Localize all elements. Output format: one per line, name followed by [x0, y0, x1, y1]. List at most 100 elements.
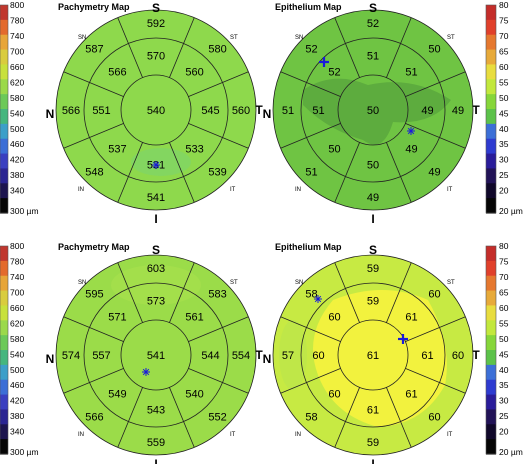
asterisk-marker-icon [152, 161, 160, 169]
scale-unit-label: 20 µm [499, 206, 523, 216]
outer-sector-st: 583 [208, 288, 226, 300]
zone-label-sn: SN [78, 35, 86, 41]
scale-tick-label: 40 [499, 124, 509, 134]
outer-sector-in: 58 [305, 412, 317, 424]
inner-sector-in: 60 [328, 389, 340, 401]
scale-color-band [0, 94, 8, 110]
scale-tick-label: 40 [499, 365, 509, 375]
scale-tick-label: 55 [499, 77, 509, 87]
inner-sector-s: 573 [147, 296, 165, 308]
scale-color-band [486, 364, 496, 381]
outer-sector-i: 559 [147, 437, 165, 449]
scale-color-band [486, 5, 496, 21]
scale-color-band [0, 109, 8, 125]
orientation-inferior: I [154, 212, 157, 226]
sector-divider [405, 71, 466, 97]
scale-color-band [0, 123, 8, 140]
scale-color-band [0, 260, 8, 277]
scale-tick-label: 620 [10, 77, 24, 87]
scale-color-band [486, 94, 496, 110]
inner-sector-sn: 52 [328, 66, 340, 78]
outer-sector-t: 554 [232, 350, 250, 362]
scale-unit-label: 20 µm [499, 447, 523, 457]
zone-label-it: IT [230, 187, 236, 193]
scale-tick-label: 380 [10, 411, 24, 421]
orientation-superior: S [152, 243, 160, 257]
scale-tick-label: 35 [499, 139, 509, 149]
outer-ring [55, 254, 257, 456]
scale-color-band [0, 424, 8, 440]
scale-color-band [0, 138, 8, 155]
scale-color-band [0, 79, 8, 95]
zone-label-st: ST [447, 35, 455, 41]
sector-divider [280, 368, 341, 394]
orientation-temporal: T [472, 348, 480, 362]
zone-label-sn: SN [295, 35, 303, 41]
sector-divider [63, 368, 124, 394]
zone-label-it: IT [447, 432, 453, 438]
zone-label-st: ST [447, 280, 455, 286]
scale-tick-label: 60 [499, 303, 509, 313]
inner-sector-t: 49 [421, 105, 433, 117]
orientation-superior: S [152, 1, 160, 15]
sector-divider [280, 123, 341, 149]
outer-sector-t: 49 [452, 105, 464, 117]
center-value: 541 [147, 350, 165, 362]
scale-color-band [486, 123, 496, 140]
inner-sector-n: 51 [312, 105, 324, 117]
scale-tick-label: 30 [499, 396, 509, 406]
zone-label-sn: SN [78, 280, 86, 286]
outer-sector-s: 603 [147, 263, 165, 275]
scale-tick-label: 50 [499, 334, 509, 344]
scale-color-band [0, 364, 8, 381]
inner-sector-it: 49 [405, 144, 417, 156]
inner-sector-s: 59 [367, 296, 379, 308]
scale-color-band [486, 275, 496, 292]
scale-color-band [486, 138, 496, 155]
scale-tick-label: 660 [10, 303, 24, 313]
sector-divider [386, 387, 412, 448]
sector-divider [117, 387, 143, 448]
zone-label-it: IT [230, 432, 236, 438]
outer-sector-i: 541 [147, 192, 165, 204]
scale-color-band [486, 424, 496, 440]
scale-tick-label: 420 [10, 396, 24, 406]
sector-divider [63, 123, 124, 149]
scale-color-band [0, 5, 8, 21]
scale-tick-label: 500 [10, 365, 24, 375]
scale-color-band [486, 109, 496, 125]
zone-label-in: IN [295, 187, 301, 193]
scale-tick-label: 20 [499, 427, 509, 437]
outer-ring [272, 9, 474, 211]
sector-divider [188, 123, 249, 149]
inner-sector-s: 570 [147, 51, 165, 63]
inner-sector-t: 544 [201, 350, 219, 362]
edge-region [279, 320, 307, 390]
inner-sector-t: 61 [421, 350, 433, 362]
inner-sector-it: 540 [185, 389, 203, 401]
scale-tick-label: 75 [499, 15, 509, 25]
map-title: Epithelium Map [275, 2, 342, 12]
inner-sector-i: 543 [147, 405, 165, 417]
asterisk-marker-icon [407, 127, 415, 135]
scale-tick-label: 580 [10, 93, 24, 103]
scale-color-band [0, 394, 8, 411]
scale-color-band [486, 64, 496, 80]
scale-color-band [0, 49, 8, 66]
scale-tick-label: 340 [10, 427, 24, 437]
orientation-temporal: T [255, 103, 263, 117]
middle-ring [83, 37, 229, 183]
orientation-nasal: N [263, 352, 272, 366]
scale-tick-label: 45 [499, 108, 509, 118]
inner-sector-st: 560 [185, 66, 203, 78]
pachymetry-color-scale: 800 780 740 700 660 620 580 540 500 460 420 380 340 3… [0, 0, 39, 457]
scale-frame [485, 245, 497, 455]
center-ring [120, 74, 192, 146]
sector-divider [280, 71, 341, 97]
orientation-inferior: I [371, 457, 374, 464]
map-title: Epithelium Map [275, 242, 342, 252]
map-disc [56, 255, 256, 455]
center-value: 540 [147, 105, 165, 117]
inner-sector-sn: 571 [108, 311, 126, 323]
